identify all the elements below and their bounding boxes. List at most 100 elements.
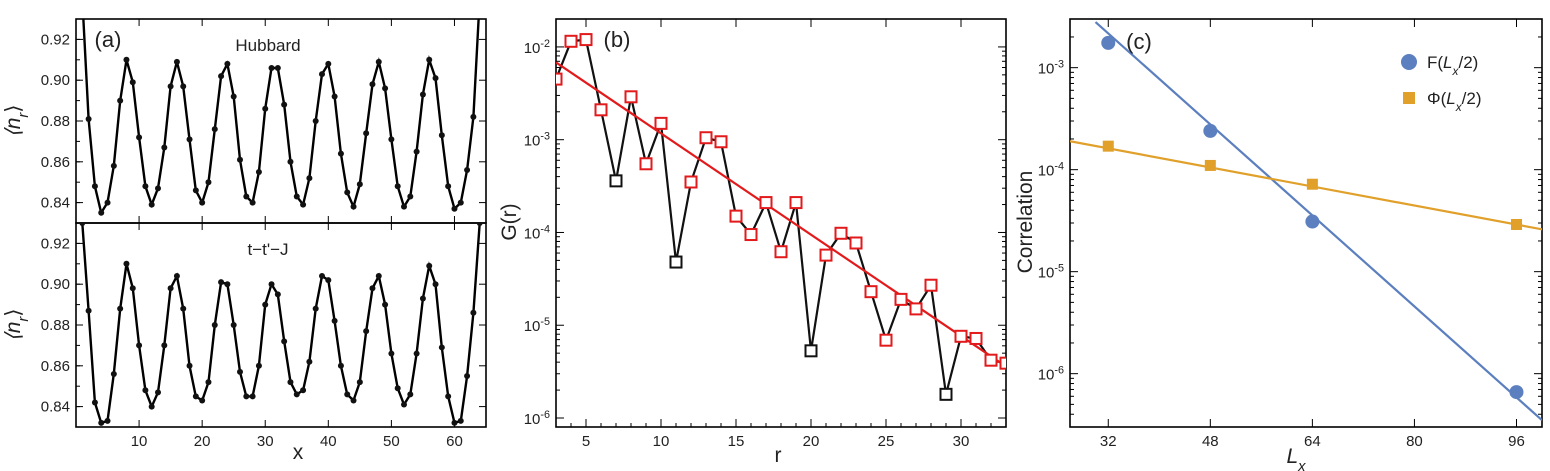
panel-c: 10-6 10-5 10-4 10-3 32 48 64 80 96 Lx Correlation F… [1014,18,1543,471]
data-point [369,81,376,88]
data-point [237,368,243,375]
data-point [363,328,370,335]
positive-marker [579,33,593,47]
data-point [205,179,212,186]
y-tick-label: 0.88 [41,317,70,334]
subplot-title: Hubbard [235,36,300,55]
data-point [180,305,187,312]
panel-label: (b) [604,27,631,52]
data-point [464,373,471,379]
x-tick-label: 80 [1406,433,1423,450]
y-tick-label: 0.90 [41,276,70,293]
y-tick-label: 0.86 [41,154,70,171]
x-tick-label: 20 [803,433,820,450]
data-point [293,391,300,398]
y-axis-label: ⟨nr⟩ [2,105,32,138]
data-point [1204,159,1216,171]
data-point [173,58,180,65]
y-tick-label: 10-4 [1038,161,1064,180]
data-point [337,150,344,157]
data-point [255,169,262,175]
data-point [167,285,174,292]
x-tick-label: 60 [446,433,463,450]
data-point [274,291,281,298]
panel-a: 0.840.860.880.900.92⟨nr⟩Hubbard0.840.860… [2,18,487,464]
data-point [98,209,105,216]
x-tick-label: 30 [953,433,970,450]
data-point [117,97,124,104]
data-point [85,115,92,122]
positive-marker [624,90,638,104]
data-point [104,417,111,424]
data-point [243,193,250,200]
data-point [344,391,351,398]
data-point [142,387,149,394]
data-point [432,75,439,82]
positive-marker [789,196,803,210]
data-point [104,199,111,206]
x-tick-label: 10 [131,433,148,450]
data-point [91,183,98,190]
legend: F(Lx/2) Φ(Lx/2) [1401,53,1482,114]
data-point [255,362,262,369]
legend-label-F: F(Lx/2) [1427,53,1478,78]
data-point [350,203,357,210]
data-point [192,187,199,194]
y-tick-label: 10-5 [1038,263,1064,282]
positive-marker [654,116,668,130]
correlation-curve [556,38,1006,395]
positive-marker [984,353,998,367]
y-axis-label: Correlation [1014,171,1037,274]
y-tick-label: 0.92 [41,235,70,252]
data-point [85,307,92,314]
data-point [123,260,130,267]
data-point [142,183,149,190]
data-point [325,60,332,67]
data-point [230,93,237,100]
positive-marker [999,356,1006,370]
data-point [110,162,117,169]
x-tick-label: 30 [257,433,274,450]
x-tick-label: 15 [728,433,745,450]
data-point [262,301,269,308]
density-curve [81,223,481,425]
data-point [394,183,401,190]
positive-marker [594,103,608,117]
data-point [287,158,294,165]
data-point [249,393,256,400]
data-point [129,79,136,86]
legend-label-Phi: Φ(Lx/2) [1427,89,1482,114]
y-tick-label: 0.88 [41,113,70,130]
positive-marker [639,157,653,171]
positive-marker [699,131,713,145]
data-point [161,342,168,349]
data-point [401,401,407,408]
data-point [369,285,376,292]
y-tick-label: 10-6 [524,409,550,428]
data-point [161,144,168,151]
positive-marker [954,329,968,343]
y-axis-label: ⟨nr⟩ [2,309,32,342]
data-point [211,322,218,328]
positive-marker [864,285,878,299]
positive-marker [879,333,893,347]
data-point [306,358,313,365]
data-point [287,379,294,386]
positive-marker [759,196,773,210]
data-point [110,370,117,377]
data-point [331,93,338,100]
data-point [192,393,199,400]
data-point [445,393,452,400]
data-point [281,101,288,108]
positive-marker [969,331,983,345]
data-point [218,73,225,80]
negative-marker [609,174,623,188]
positive-marker [909,302,923,316]
data-point [230,322,237,328]
density-curve [82,19,480,216]
data-point [344,189,351,196]
data-point [426,262,433,269]
data-point [319,71,325,78]
x-tick-label: 32 [1100,433,1117,450]
